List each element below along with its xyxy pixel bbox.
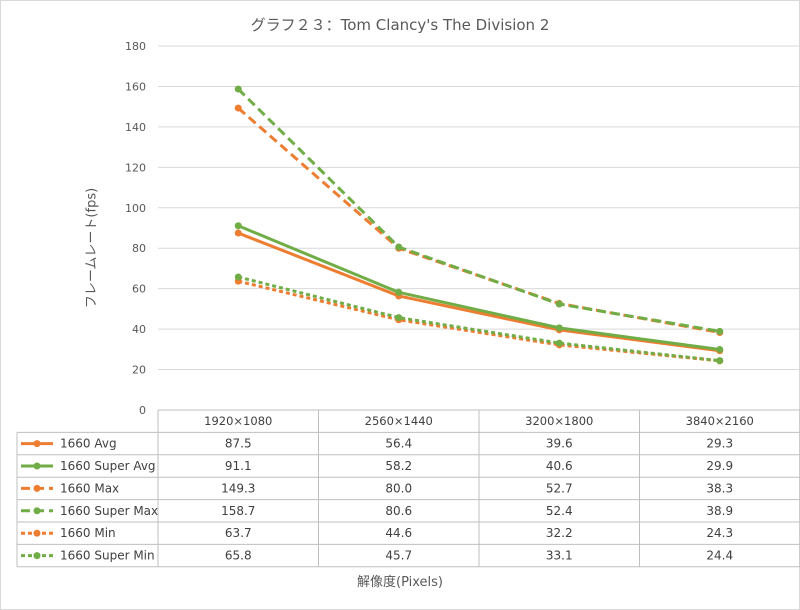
legend-label: 1660 Avg — [60, 437, 117, 451]
series-line — [237, 231, 720, 353]
data-table-value: 65.8 — [225, 549, 252, 563]
data-table-value: 40.6 — [546, 459, 573, 473]
data-point — [716, 357, 724, 365]
x-axis-label: 解像度(Pixels) — [357, 575, 443, 590]
data-point — [234, 229, 242, 237]
data-table-value: 29.3 — [706, 437, 733, 451]
legend-key-marker — [33, 507, 41, 515]
series-line — [237, 279, 720, 363]
data-point — [716, 327, 724, 335]
legend-key-marker — [33, 552, 41, 560]
legend-label: 1660 Super Min — [60, 549, 155, 563]
series-line — [237, 106, 721, 335]
data-table-value: 33.1 — [546, 549, 573, 563]
data-point — [395, 288, 403, 296]
data-table-value: 32.2 — [546, 526, 573, 540]
data-point — [716, 346, 724, 354]
x-tick-label: 2560×1440 — [365, 414, 433, 428]
data-table-value: 91.1 — [225, 459, 252, 473]
data-table-value: 87.5 — [225, 437, 252, 451]
data-table-value: 39.6 — [546, 437, 573, 451]
data-table-value: 63.7 — [225, 526, 252, 540]
series-line — [237, 88, 721, 333]
x-tick-label: 3200×1800 — [525, 414, 593, 428]
x-tick-label: 1920×1080 — [204, 414, 272, 428]
data-table-value: 80.6 — [385, 504, 412, 518]
legend-key-marker — [33, 484, 41, 492]
x-tick-label: 3840×2160 — [686, 414, 754, 428]
data-point — [234, 273, 242, 281]
legend-key-marker — [33, 440, 41, 448]
series-line — [237, 224, 720, 352]
y-tick-label: 120 — [125, 161, 146, 174]
data-table-value: 58.2 — [385, 459, 412, 473]
data-table-value: 24.4 — [706, 549, 733, 563]
y-tick-label: 100 — [125, 202, 146, 215]
y-tick-label: 40 — [132, 323, 146, 336]
data-point — [555, 324, 563, 332]
data-table-value: 24.3 — [706, 526, 733, 540]
data-point — [395, 243, 403, 251]
legend-label: 1660 Super Max — [60, 504, 158, 518]
data-table-value: 80.0 — [385, 481, 412, 495]
chart-title: グラフ２３：Tom Clancy's The Division 2 — [250, 16, 550, 34]
y-tick-label: 80 — [132, 242, 146, 255]
y-tick-label: 0 — [139, 404, 146, 417]
data-table-value: 52.4 — [546, 504, 573, 518]
data-point — [395, 314, 403, 322]
data-table-value: 149.3 — [221, 481, 255, 495]
data-point — [555, 300, 563, 308]
y-tick-label: 20 — [132, 364, 146, 377]
y-tick-label: 180 — [125, 40, 146, 53]
legend-label: 1660 Super Avg — [60, 459, 156, 473]
data-table-value: 158.7 — [221, 504, 255, 518]
data-point — [234, 85, 242, 93]
data-table-value: 56.4 — [385, 437, 412, 451]
y-tick-label: 160 — [125, 80, 146, 93]
series-line — [237, 275, 720, 363]
data-point — [234, 104, 242, 112]
data-table-value: 38.9 — [706, 504, 733, 518]
legend-key-marker — [33, 462, 41, 470]
y-tick-label: 60 — [132, 283, 146, 296]
legend-label: 1660 Max — [60, 481, 119, 495]
data-table-value: 52.7 — [546, 481, 573, 495]
data-table-value: 29.9 — [706, 459, 733, 473]
legend-label: 1660 Min — [60, 526, 116, 540]
y-tick-label: 140 — [125, 121, 146, 134]
legend-key-marker — [33, 529, 41, 537]
data-point — [555, 339, 563, 347]
data-table-value: 44.6 — [385, 526, 412, 540]
data-table-value: 38.3 — [706, 481, 733, 495]
data-table-value: 45.7 — [385, 549, 412, 563]
data-point — [234, 222, 242, 230]
